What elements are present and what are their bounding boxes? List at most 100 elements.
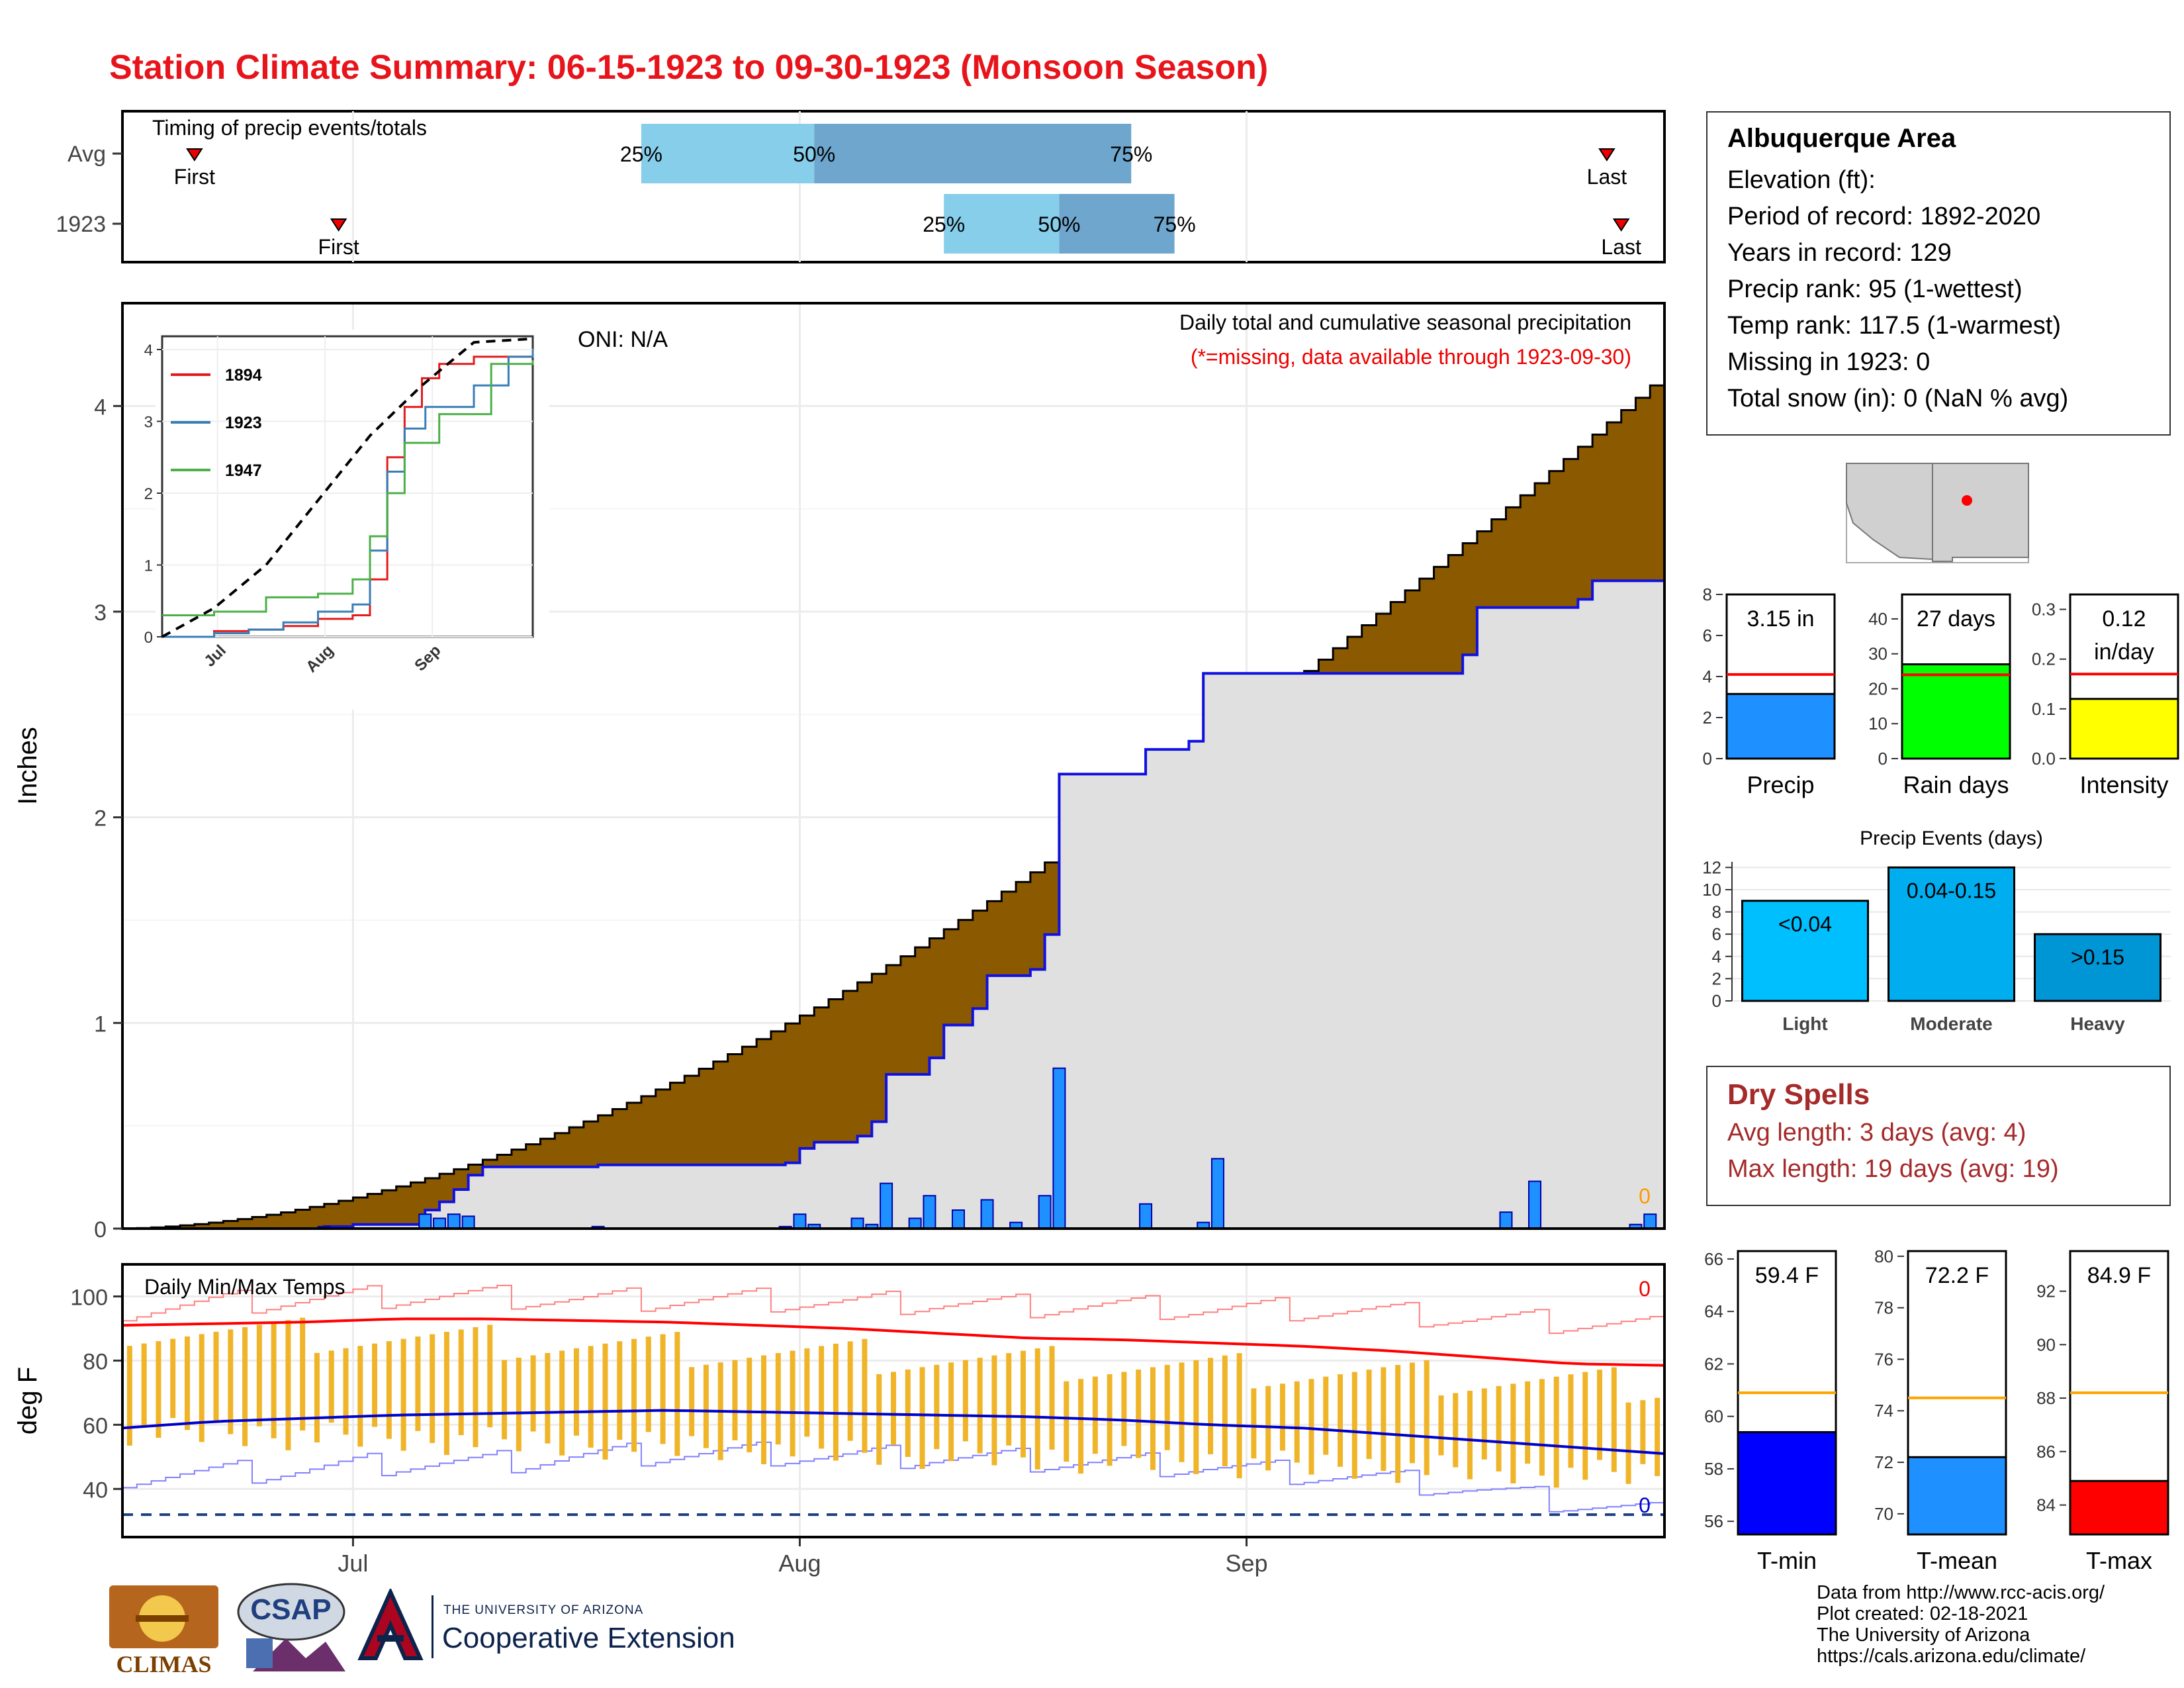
daily-temp-range-bar xyxy=(1395,1364,1401,1483)
raindays-summary-name-label: Rain days xyxy=(1903,771,2009,798)
precip-events-bar xyxy=(1741,900,1869,1002)
climas-logo-text: CLIMAS xyxy=(116,1651,212,1677)
daily-temp-range-bar xyxy=(1539,1379,1545,1476)
tmin-summary-ytick-label: 60 xyxy=(1704,1407,1723,1427)
precip-events-category: Light xyxy=(1782,1013,1827,1034)
daily-temp-range-bar xyxy=(775,1352,781,1445)
daily-temp-range-bar xyxy=(674,1332,680,1456)
tmax-summary-value-label: 84.9 F xyxy=(2087,1263,2151,1288)
date-xtick-label: Sep xyxy=(1225,1550,1267,1577)
daily-precip-bar xyxy=(980,1199,994,1230)
station-period: Period of record: 1892-2020 xyxy=(1727,203,2041,230)
daily-precip-bar xyxy=(447,1213,461,1229)
precip-events-ytick-label: 2 xyxy=(1712,968,1721,988)
daily-temp-range-bar xyxy=(1424,1360,1430,1476)
station-name: Albuquerque Area xyxy=(1727,124,1956,153)
daily-temp-range-bar xyxy=(516,1357,522,1452)
precip-events-ytick-label: 8 xyxy=(1712,902,1721,922)
intensity-summary-value-bar xyxy=(2069,698,2179,760)
temp-ytick-label: 100 xyxy=(70,1285,108,1310)
daily-temp-range-bar xyxy=(761,1355,767,1465)
csap-logo-text: CSAP xyxy=(250,1593,332,1626)
daily-temp-range-bar xyxy=(689,1367,695,1436)
intensity-summary-name-label: Intensity xyxy=(2079,771,2168,798)
precip-subtitle: (*=missing, data available through 1923-… xyxy=(1191,345,1631,369)
ua-logo: THE UNIVERSITY OF ARIZONA Cooperative Ex… xyxy=(357,1589,754,1668)
precip-events-bar xyxy=(1888,866,2015,1002)
record-max-line xyxy=(122,1284,1664,1335)
tmax-summary-ytick-label: 92 xyxy=(2036,1282,2056,1301)
inset-line-1947 xyxy=(162,360,534,616)
daily-temp-range-bar xyxy=(1582,1372,1588,1480)
precip-events-ytick-label: 0 xyxy=(1712,991,1721,1011)
daily-temp-range-bar xyxy=(386,1341,392,1439)
ua-logo-big-text: Cooperative Extension xyxy=(442,1622,735,1654)
daily-temp-range-bar xyxy=(747,1358,752,1452)
credits: Data from http://www.rcc-acis.org/ Plot … xyxy=(1817,1582,2105,1667)
daily-temp-range-bar xyxy=(256,1325,262,1427)
daily-precip-bar xyxy=(433,1217,447,1230)
daily-temp-range-bar xyxy=(559,1350,565,1456)
daily-precip-bar xyxy=(1643,1213,1657,1229)
daily-temp-range-bar xyxy=(1525,1381,1531,1464)
daily-temp-range-bar xyxy=(934,1364,940,1450)
daily-temp-range-bar xyxy=(1265,1385,1271,1471)
precip-summary-ytick-label: 2 xyxy=(1703,708,1712,727)
daily-temp-range-bar xyxy=(502,1360,508,1440)
raindays-summary-ytick-label: 0 xyxy=(1878,749,1888,769)
timing-p75-label: 75% xyxy=(1110,142,1152,166)
inset-legend-label: 1894 xyxy=(225,366,262,385)
daily-temp-range-bar xyxy=(645,1336,651,1432)
timing-bar-50-75 xyxy=(1059,194,1175,254)
inset-frame xyxy=(161,335,534,638)
daily-temp-range-bar xyxy=(314,1352,320,1443)
timing-first-label: First xyxy=(318,235,359,259)
timing-last-marker xyxy=(1612,218,1630,232)
tmax-summary-ytick-label: 88 xyxy=(2036,1388,2056,1408)
daily-precip-bar xyxy=(461,1215,475,1229)
credit-data-source: Data from http://www.rcc-acis.org/ xyxy=(1817,1582,2105,1603)
inset-legend-label: 1947 xyxy=(225,461,262,480)
tmax-summary-ytick-label: 90 xyxy=(2036,1335,2056,1354)
precip-events-bar xyxy=(2034,933,2161,1002)
tmean-summary-ytick-label: 74 xyxy=(1874,1401,1893,1421)
precip-events-bar-label: 0.04-0.15 xyxy=(1907,878,1996,902)
daily-temp-range-bar xyxy=(1568,1374,1574,1468)
precip-summary-value-bar xyxy=(1725,692,1836,760)
daily-temp-range-bar xyxy=(1049,1346,1055,1450)
daily-temp-range-bar xyxy=(400,1338,406,1451)
tmax-summary-value-bar xyxy=(2069,1479,2169,1536)
daily-temp-range-bar xyxy=(1136,1369,1142,1458)
daily-temp-range-bar xyxy=(962,1360,968,1442)
daily-temp-range-bar xyxy=(876,1374,882,1465)
intensity-summary-value-label: 0.12 xyxy=(2102,606,2146,632)
temp-panel-frame xyxy=(121,1263,1666,1538)
timing-p25-label: 25% xyxy=(620,142,662,166)
daily-temp-range-bar xyxy=(1481,1388,1487,1460)
inset-ytick-label: 3 xyxy=(144,414,153,432)
station-location-marker xyxy=(1962,495,1972,506)
daily-temp-range-bar xyxy=(573,1348,579,1436)
daily-temp-range-bar xyxy=(473,1327,478,1448)
daily-temp-range-bar xyxy=(1510,1383,1516,1483)
temp-min-count: 0 xyxy=(1639,1493,1651,1517)
climas-logo: CLIMAS xyxy=(109,1579,218,1678)
avg-min-line xyxy=(122,1409,1665,1455)
daily-temp-range-bar xyxy=(1034,1348,1040,1470)
precip-summary-ytick-label: 4 xyxy=(1703,667,1712,686)
daily-temp-range-bar xyxy=(357,1346,363,1447)
timing-first-marker xyxy=(330,218,347,232)
daily-temp-range-bar xyxy=(1553,1376,1559,1488)
daily-temp-range-bar xyxy=(1625,1402,1631,1484)
inset-legend-label: 1923 xyxy=(225,414,262,432)
raindays-summary-value-label: 27 days xyxy=(1917,606,1995,632)
page-title: Station Climate Summary: 06-15-1923 to 0… xyxy=(109,48,1269,87)
intensity-summary-ytick-label: 0.2 xyxy=(2032,649,2056,669)
daily-temp-range-bar xyxy=(1078,1379,1084,1474)
daily-temp-range-bar xyxy=(1179,1362,1185,1462)
timing-first-marker xyxy=(186,148,203,162)
timing-first-label: First xyxy=(174,165,215,189)
raindays-summary-ytick-label: 30 xyxy=(1868,644,1888,664)
timing-last-label: Last xyxy=(1587,165,1627,189)
